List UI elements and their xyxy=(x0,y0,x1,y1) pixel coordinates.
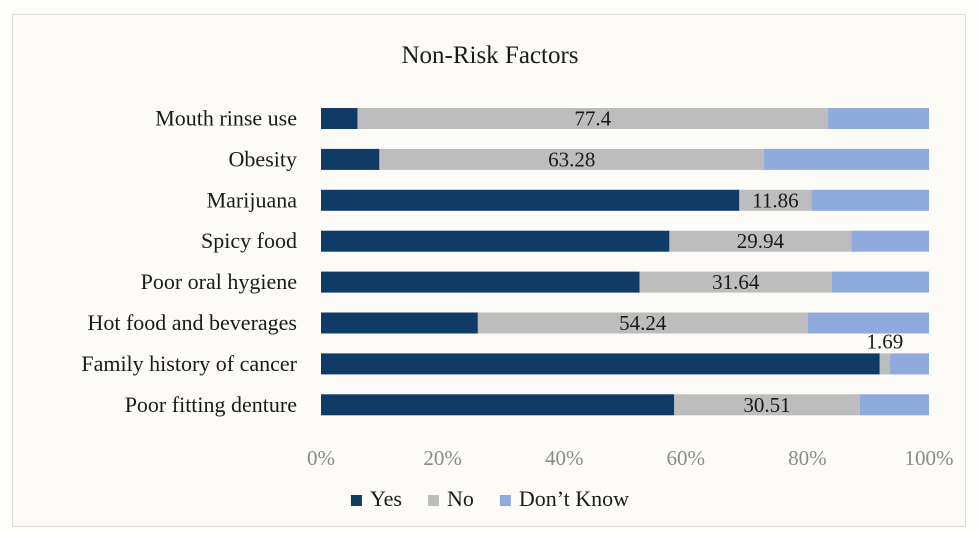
category-label-obesity: Obesity xyxy=(229,146,297,171)
bar-don-t-know-poor-oral-hygiene xyxy=(831,271,929,293)
bar-no-obesity xyxy=(379,148,765,170)
bar-yes-poor-fitting-denture xyxy=(321,394,675,416)
bars-layer xyxy=(321,108,929,416)
data-label-hot-food-and-beverages: 54.24 xyxy=(619,311,667,335)
bar-yes-mouth-rinse-use xyxy=(321,108,358,129)
bar-no-mouth-rinse-use xyxy=(357,108,829,129)
chart-area: Non-Risk Factors Mouth rinse use Obesity M… xyxy=(12,14,966,527)
legend-label-yes: Yes xyxy=(370,486,402,511)
bar-don-t-know-family-history-of-cancer xyxy=(890,353,929,375)
bar-don-t-know-hot-food-and-beverages xyxy=(807,312,929,334)
legend-label-don-t-know: Don’t Know xyxy=(519,486,629,511)
data-label-family-history-of-cancer: 1.69 xyxy=(867,329,904,353)
bar-don-t-know-poor-fitting-denture xyxy=(859,394,929,416)
data-label-poor-fitting-denture: 30.51 xyxy=(743,393,790,417)
bar-no-hot-food-and-beverages xyxy=(477,312,808,334)
x-tick-40pct: 40% xyxy=(545,446,584,470)
chart-svg: Non-Risk Factors Mouth rinse useObesityM… xyxy=(81,42,954,511)
x-tick-20pct: 20% xyxy=(423,446,462,470)
x-tick-60pct: 60% xyxy=(667,446,706,470)
category-label-family-history-of-cancer: Family history of cancer xyxy=(81,351,297,376)
x-tick-0pct: 0% xyxy=(307,446,335,470)
bar-no-poor-oral-hygiene xyxy=(639,271,832,293)
legend-swatch-don-t-know xyxy=(499,495,511,506)
legend: Yes No Don’t Know xyxy=(350,486,629,511)
legend-swatch-no xyxy=(427,495,439,506)
chart-title: Non-Risk Factors xyxy=(401,42,578,69)
bar-don-t-know-marijuana xyxy=(811,189,929,211)
bar-don-t-know-obesity xyxy=(764,148,929,170)
category-label-mouth-rinse-use: Mouth rinse use xyxy=(155,106,297,131)
bar-don-t-know-spicy-food xyxy=(851,230,929,252)
category-label-poor-oral-hygiene: Poor oral hygiene xyxy=(141,269,297,294)
bar-no-marijuana xyxy=(739,189,812,211)
category-label-poor-fitting-denture: Poor fitting denture xyxy=(125,392,297,417)
bar-yes-spicy-food xyxy=(321,230,670,252)
bar-no-poor-fitting-denture xyxy=(674,394,860,416)
bar-yes-hot-food-and-beverages xyxy=(321,312,478,334)
legend-label-no: No xyxy=(447,486,474,511)
legend-item-don-t-know: Don’t Know xyxy=(499,486,629,511)
legend-swatch-yes xyxy=(350,495,362,506)
bar-yes-family-history-of-cancer xyxy=(321,353,880,375)
x-tick-80pct: 80% xyxy=(788,446,827,470)
bar-yes-marijuana xyxy=(321,189,740,211)
data-label-poor-oral-hygiene: 31.64 xyxy=(712,270,760,294)
bar-yes-poor-oral-hygiene xyxy=(321,271,640,293)
bar-yes-obesity xyxy=(321,148,380,170)
data-label-mouth-rinse-use: 77.4 xyxy=(574,107,611,131)
data-label-spicy-food: 29.94 xyxy=(737,229,785,253)
category-label-hot-food-and-beverages: Hot food and beverages xyxy=(87,310,297,335)
legend-item-yes: Yes xyxy=(350,486,402,511)
bar-no-spicy-food xyxy=(669,230,852,252)
category-label-marijuana: Marijuana xyxy=(207,187,298,212)
category-label-spicy-food: Spicy food xyxy=(201,228,297,253)
x-axis-ticks: 0% 20% 40% 60% 80% 100% xyxy=(307,446,954,470)
data-label-marijuana: 11.86 xyxy=(752,188,798,212)
data-labels: 77.4 63.28 11.86 29.94 31.64 54.24 1.69 30.51 xyxy=(548,107,903,417)
category-labels: Mouth rinse use Obesity Marijuana Spicy foo… xyxy=(81,106,297,417)
bar-don-t-know-mouth-rinse-use xyxy=(828,108,929,129)
legend-item-no: No xyxy=(427,486,474,511)
data-label-obesity: 63.28 xyxy=(548,147,595,171)
bar-no-family-history-of-cancer xyxy=(879,353,891,375)
x-tick-100pct: 100% xyxy=(905,446,954,470)
